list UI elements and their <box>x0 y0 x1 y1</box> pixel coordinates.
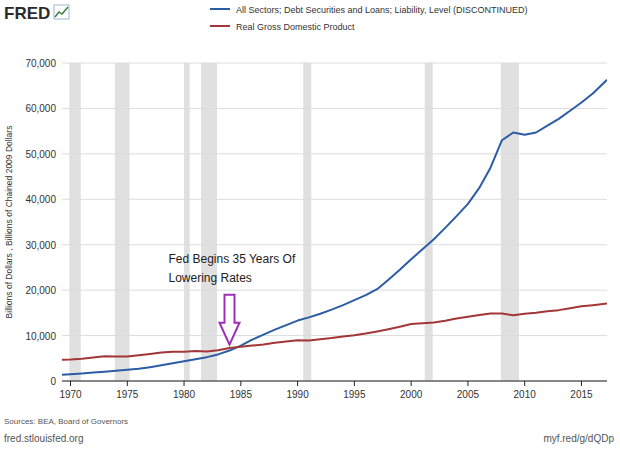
x-tick-label: 1980 <box>173 389 196 400</box>
x-tick <box>581 381 582 386</box>
x-tick <box>70 381 71 386</box>
logo: FRED <box>4 4 69 23</box>
recession-band <box>184 63 190 381</box>
x-tick-label: 1970 <box>59 389 82 400</box>
y-tick-label: 40,000 <box>25 194 56 205</box>
x-tick <box>411 381 412 386</box>
source-text: Sources: BEA, Board of Governors <box>4 417 128 426</box>
url-left: fred.stlouisfed.org <box>4 433 84 444</box>
background <box>0 0 620 450</box>
y-tick-label: 0 <box>50 376 56 387</box>
legend: All Sectors; Debt Securities and Loans; … <box>210 5 527 32</box>
logo-icon <box>54 5 69 19</box>
grid-line <box>62 335 607 336</box>
recession-band <box>201 63 217 381</box>
annotation-text: Fed Begins 35 Years Of <box>168 252 295 266</box>
x-tick <box>297 381 298 386</box>
footer: Sources: BEA, Board of Governors fred.stl… <box>4 417 614 444</box>
recession-band <box>115 63 130 381</box>
x-tick <box>240 381 241 386</box>
chart-svg: 0 10,000 20,000 30,000 40,000 50,000 60,000 70,… <box>0 0 620 450</box>
recession-band <box>501 63 519 381</box>
annotation-arrow <box>220 295 240 345</box>
y-tick-label: 20,000 <box>25 285 56 296</box>
grid-line <box>62 153 607 154</box>
legend-swatch <box>210 8 230 10</box>
x-tick-label: 2005 <box>457 389 480 400</box>
x-tick-label: 2010 <box>514 389 537 400</box>
y-tick-label: 10,000 <box>25 331 56 342</box>
y-axis: 0 10,000 20,000 30,000 40,000 50,000 60,000 70,… <box>25 58 607 387</box>
x-tick-label: 2000 <box>400 389 423 400</box>
x-axis-line <box>62 381 607 382</box>
grid-line <box>62 244 607 245</box>
annotation-text: Lowering Rates <box>168 271 251 285</box>
grid-line <box>62 381 607 382</box>
y-tick-label: 60,000 <box>25 103 56 114</box>
y-tick-label: 50,000 <box>25 149 56 160</box>
y-tick-label: 70,000 <box>25 58 56 69</box>
recession-band <box>425 63 433 381</box>
recession-band <box>69 63 80 381</box>
recession-band <box>303 63 311 381</box>
x-tick-label: 1995 <box>343 389 366 400</box>
x-tick <box>184 381 185 386</box>
x-tick <box>467 381 468 386</box>
url-right: myf.red/g/dQDp <box>543 433 614 444</box>
x-tick <box>127 381 128 386</box>
x-tick <box>354 381 355 386</box>
series-line <box>62 304 607 360</box>
annotation: Fed Begins 35 Years Of Lowering Rates <box>168 252 295 345</box>
legend-label: All Sectors; Debt Securities and Loans; … <box>236 5 527 15</box>
logo-icon-line <box>55 7 68 17</box>
series-lines <box>62 80 607 375</box>
grid-line <box>62 108 607 109</box>
legend-label: Real Gross Domestic Product <box>236 22 355 32</box>
series-line <box>62 80 607 375</box>
x-tick-label: 2015 <box>570 389 593 400</box>
grid-line <box>62 63 607 64</box>
grid-line <box>62 290 607 291</box>
chart-root: 0 10,000 20,000 30,000 40,000 50,000 60,000 70,… <box>0 0 620 450</box>
x-tick-label: 1985 <box>230 389 253 400</box>
y-axis-label: Billions of Dollars , Billions of Chaine… <box>4 126 14 319</box>
x-tick-label: 1975 <box>116 389 139 400</box>
x-tick <box>524 381 525 386</box>
grid-line <box>62 199 607 200</box>
y-tick-label: 30,000 <box>25 240 56 251</box>
logo-text: FRED <box>4 4 50 23</box>
x-axis: 1970 1975 1980 1985 1990 1995 2000 2005 2010 2015 <box>59 381 607 400</box>
legend-swatch <box>210 25 230 27</box>
x-tick-label: 1990 <box>286 389 309 400</box>
